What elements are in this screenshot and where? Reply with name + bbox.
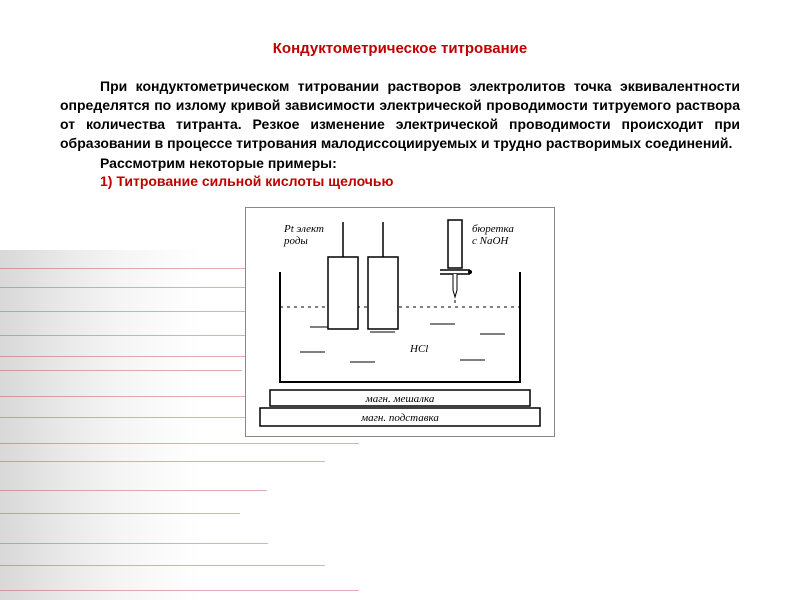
hcl-label: HCl [409, 343, 428, 355]
body-paragraph: При кондуктометрическом титровании раств… [60, 77, 740, 153]
electrodes [328, 222, 398, 329]
titration-diagram: Pt элект роды бюретка с NaOH HC [245, 207, 555, 437]
electrodes-label-2: роды [283, 235, 308, 247]
stirrer-label: магн. мешалка [365, 393, 435, 405]
burette [440, 220, 472, 303]
beaker [280, 272, 520, 382]
slide-content: Кондуктометрическое титрование При конду… [0, 0, 800, 457]
electrodes-label-1: Pt элект [283, 223, 324, 235]
stand-label: магн. подставка [360, 412, 439, 424]
burette-label-2: с NaOH [472, 235, 509, 247]
examples-intro: Рассмотрим некоторые примеры: [60, 155, 740, 171]
example-1: 1) Титрование сильной кислоты щелочью [60, 173, 740, 189]
burette-label-1: бюретка [472, 223, 514, 235]
slide-title: Кондуктометрическое титрование [60, 40, 740, 57]
diagram-container: Pt элект роды бюретка с NaOH HC [60, 207, 740, 437]
